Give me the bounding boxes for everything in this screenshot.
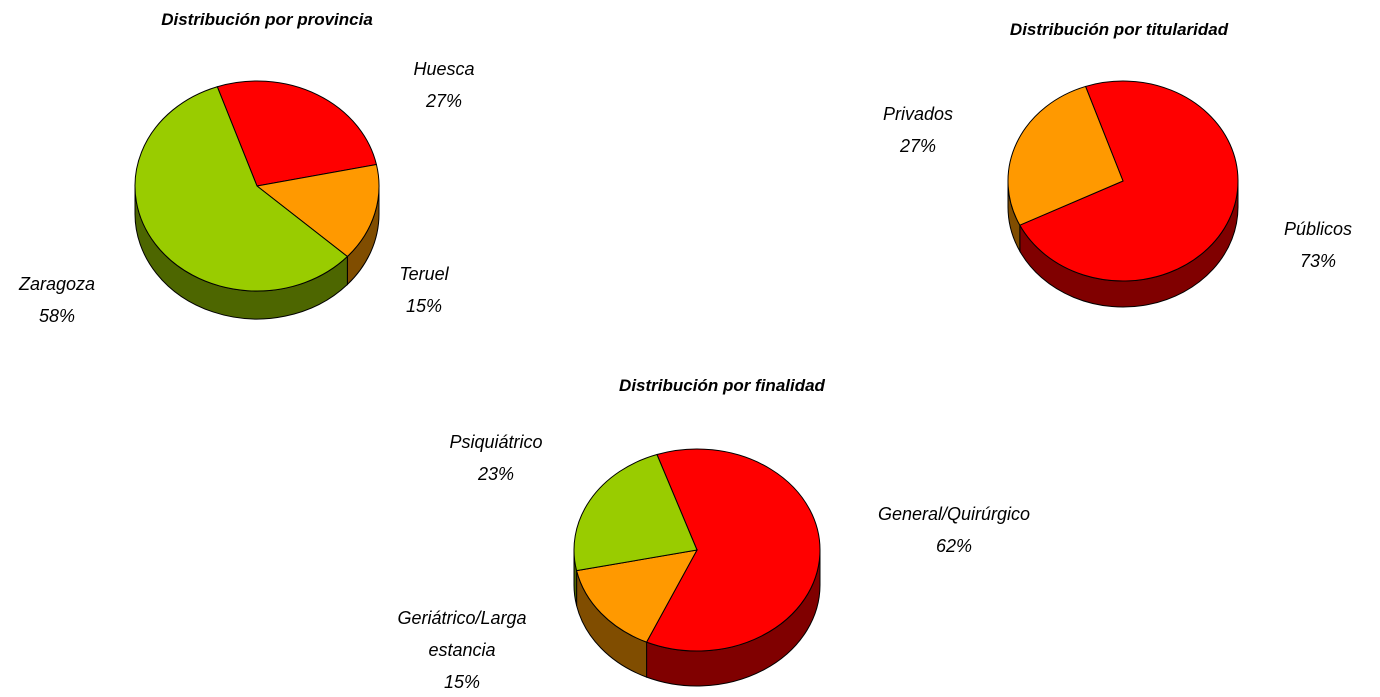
- data-label: Psiquiátrico 23%: [449, 426, 542, 490]
- category-name: General/Quirúrgico: [877, 504, 1031, 524]
- pie-slice: [645, 448, 821, 652]
- data-label: Geriátrico/Larga estancia 15%: [367, 602, 557, 697]
- category-name: Teruel: [399, 264, 449, 284]
- chart-title: Distribución por finalidad: [619, 376, 825, 395]
- pie-slice: [134, 86, 349, 292]
- data-label: Privados 27%: [883, 98, 953, 162]
- value-label: 27%: [899, 136, 937, 156]
- pie-slice: [216, 80, 378, 187]
- value-label: 58%: [38, 306, 76, 326]
- pie-slice: [1019, 80, 1239, 282]
- category-name: Privados: [882, 104, 954, 124]
- chart-title: Distribución por titularidad: [1009, 20, 1229, 39]
- pie-slice: [1007, 85, 1124, 226]
- category-name: Huesca: [413, 59, 475, 79]
- pie-slice: [255, 163, 380, 258]
- value-label: 62%: [935, 536, 973, 556]
- value-label: 73%: [1299, 251, 1337, 271]
- category-name: Psiquiátrico: [449, 432, 543, 452]
- category-name: Públicos: [1283, 219, 1353, 239]
- chart-title: Distribución por provincia: [161, 10, 373, 29]
- pie-slice: [575, 549, 698, 643]
- category-name: Zaragoza: [18, 274, 96, 294]
- data-label: General/Quirúrgico 62%: [878, 498, 1030, 562]
- data-label: Públicos 73%: [1284, 213, 1352, 277]
- value-label: 27%: [425, 91, 463, 111]
- pie-slice: [573, 453, 698, 572]
- value-label: 23%: [477, 464, 515, 484]
- category-name: Geriátrico/Larga estancia: [397, 608, 527, 660]
- value-label: 15%: [405, 296, 443, 316]
- data-label: Teruel 15%: [399, 258, 448, 322]
- data-label: Huesca 27%: [413, 53, 474, 117]
- data-label: Zaragoza 58%: [19, 268, 95, 332]
- value-label: 15%: [443, 672, 481, 692]
